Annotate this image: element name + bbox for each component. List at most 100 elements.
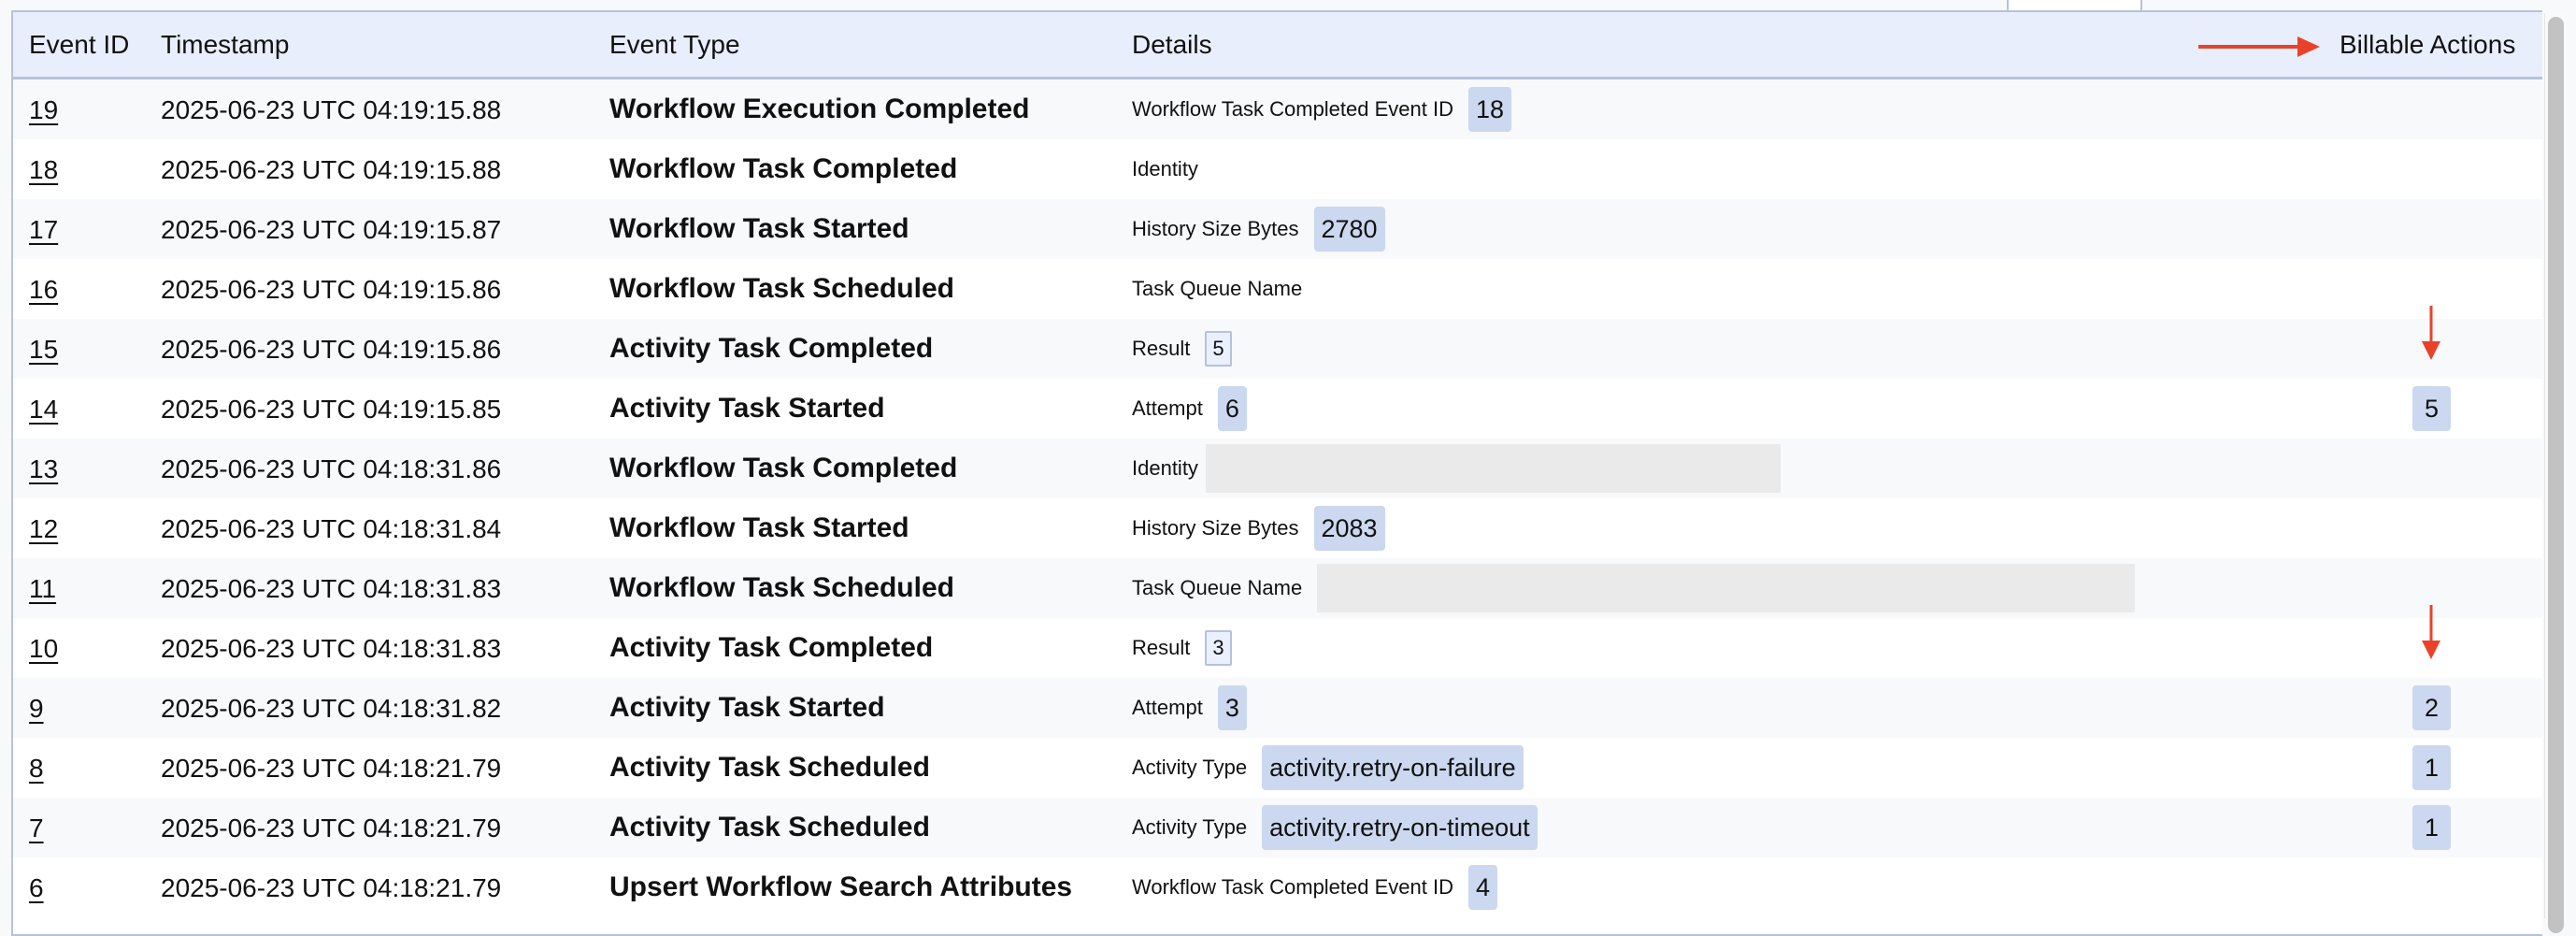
detail-label: Workflow Task Completed Event ID [1132, 97, 1453, 121]
detail-label: Result [1132, 337, 1191, 360]
details-cell: Identity [1132, 439, 1781, 498]
detail-label: Attempt [1132, 696, 1203, 719]
table-row[interactable]: 18 2025-06-23 UTC 04:19:15.88 Workflow Tas… [13, 139, 2542, 199]
event-type: Activity Task Scheduled [609, 752, 930, 783]
event-id-link[interactable]: 11 [29, 574, 57, 603]
event-id-link[interactable]: 10 [29, 634, 59, 663]
event-type: Activity Task Completed [609, 333, 934, 364]
event-type: Workflow Task Started [609, 512, 909, 543]
timestamp: 2025-06-23 UTC 04:18:31.83 [161, 574, 502, 603]
timestamp: 2025-06-23 UTC 04:19:15.88 [161, 95, 502, 124]
billable-actions-count: 1 [2412, 805, 2451, 850]
down-arrow-icon [2422, 605, 2440, 659]
detail-label: History Size Bytes [1132, 217, 1299, 240]
timestamp: 2025-06-23 UTC 04:18:31.86 [161, 454, 502, 483]
event-id-link[interactable]: 18 [29, 155, 59, 184]
details-cell: Result 5 [1132, 319, 1232, 379]
vertical-scrollbar[interactable] [2544, 13, 2567, 933]
detail-value-badge: activity.retry-on-failure [1262, 745, 1524, 790]
detail-label: Task Queue Name [1132, 277, 1303, 300]
event-type: Workflow Execution Completed [609, 94, 1030, 124]
details-cell: Workflow Task Completed Event ID 4 [1132, 857, 1498, 917]
table-row[interactable]: 17 2025-06-23 UTC 04:19:15.87 Workflow Tas… [13, 199, 2542, 259]
event-id-link[interactable]: 19 [29, 95, 59, 124]
event-id-link[interactable]: 15 [29, 335, 59, 364]
event-type: Activity Task Scheduled [609, 812, 930, 842]
detail-label: History Size Bytes [1132, 516, 1299, 540]
billable-actions-count: 5 [2412, 386, 2451, 431]
event-type: Workflow Task Completed [609, 153, 958, 184]
header-event-type[interactable]: Event Type [609, 30, 740, 59]
table-row[interactable]: 19 2025-06-23 UTC 04:19:15.88 Workflow Exe… [13, 79, 2542, 139]
table-row[interactable]: 16 2025-06-23 UTC 04:19:15.86 Workflow Tas… [13, 259, 2542, 319]
top-tab[interactable] [2007, 0, 2142, 12]
table-row[interactable]: 6 2025-06-23 UTC 04:18:21.79 Upsert Workfl… [13, 857, 2542, 917]
event-history-table: Event ID Timestamp Event Type Details Bi… [11, 10, 2542, 936]
event-id-link[interactable]: 16 [29, 275, 59, 304]
event-id-link[interactable]: 9 [29, 694, 44, 723]
detail-result-value[interactable]: 3 [1205, 630, 1232, 666]
event-id-link[interactable]: 6 [29, 873, 44, 902]
detail-value-badge: 2083 [1313, 506, 1385, 551]
table-row[interactable]: 8 2025-06-23 UTC 04:18:21.79 Activity Task… [13, 738, 2542, 798]
event-type: Workflow Task Completed [609, 453, 958, 483]
table-row[interactable]: 12 2025-06-23 UTC 04:18:31.84 Workflow Tas… [13, 498, 2542, 558]
billable-actions-count: 2 [2412, 685, 2451, 730]
table-row[interactable]: 15 2025-06-23 UTC 04:19:15.86 Activity Tas… [13, 306, 2542, 379]
timestamp: 2025-06-23 UTC 04:18:31.84 [161, 514, 502, 543]
event-type: Upsert Workflow Search Attributes [609, 871, 1073, 902]
event-id-link[interactable]: 13 [29, 454, 59, 483]
detail-label: Identity [1132, 157, 1198, 180]
detail-label: Identity [1132, 456, 1198, 480]
timestamp: 2025-06-23 UTC 04:18:21.79 [161, 873, 502, 902]
detail-label: Result [1132, 636, 1191, 659]
event-id-link[interactable]: 17 [29, 215, 59, 244]
event-type: Workflow Task Scheduled [609, 273, 954, 304]
details-cell: Attempt 6 [1132, 379, 1247, 439]
details-cell: Result 3 [1132, 618, 1232, 678]
table-row[interactable]: 13 2025-06-23 UTC 04:18:31.86 Workflow Tas… [13, 439, 2542, 498]
table-header: Event ID Timestamp Event Type Details Bi… [13, 12, 2542, 79]
event-type: Workflow Task Scheduled [609, 572, 954, 603]
details-cell: Identity [1132, 139, 1198, 199]
details-cell: Activity Type activity.retry-on-failure [1132, 738, 1524, 798]
scrollbar-thumb[interactable] [2548, 17, 2564, 933]
header-billable-actions[interactable]: Billable Actions [2340, 30, 2516, 59]
event-type: Activity Task Started [609, 692, 885, 723]
details-cell: Attempt 3 [1132, 678, 1247, 738]
table-row[interactable]: 7 2025-06-23 UTC 04:18:21.79 Activity Task… [13, 798, 2542, 857]
timestamp: 2025-06-23 UTC 04:18:31.83 [161, 634, 502, 663]
header-details[interactable]: Details [1132, 30, 1212, 59]
timestamp: 2025-06-23 UTC 04:19:15.86 [161, 335, 502, 364]
table-row[interactable]: 9 2025-06-23 UTC 04:18:31.82 Activity Task… [13, 678, 2542, 738]
timestamp: 2025-06-23 UTC 04:19:15.86 [161, 275, 502, 304]
details-cell: Workflow Task Completed Event ID 18 [1132, 79, 1512, 139]
right-arrow-icon [2198, 36, 2320, 57]
timestamp: 2025-06-23 UTC 04:18:31.82 [161, 694, 502, 723]
timestamp: 2025-06-23 UTC 04:19:15.87 [161, 215, 502, 244]
detail-label: Task Queue Name [1132, 576, 1303, 599]
header-timestamp[interactable]: Timestamp [161, 30, 290, 59]
details-cell: History Size Bytes 2083 [1132, 498, 1385, 558]
detail-result-value[interactable]: 5 [1205, 331, 1232, 367]
down-arrow-icon [2422, 306, 2440, 360]
event-id-link[interactable]: 12 [29, 514, 59, 543]
detail-value-badge: 4 [1468, 865, 1498, 910]
event-type: Activity Task Completed [609, 632, 934, 663]
event-id-link[interactable]: 14 [29, 395, 59, 424]
detail-value-badge: activity.retry-on-timeout [1262, 805, 1538, 850]
details-cell: Task Queue Name [1132, 558, 2136, 618]
details-cell: History Size Bytes 2780 [1132, 199, 1385, 259]
detail-label: Workflow Task Completed Event ID [1132, 875, 1453, 899]
details-cell: Task Queue Name [1132, 259, 1302, 319]
table-row[interactable]: 11 2025-06-23 UTC 04:18:31.83 Workflow Tas… [13, 558, 2542, 618]
event-id-link[interactable]: 7 [29, 814, 44, 842]
table-row[interactable]: 14 2025-06-23 UTC 04:19:15.85 Activity Tas… [13, 379, 2542, 439]
timestamp: 2025-06-23 UTC 04:19:15.88 [161, 155, 502, 184]
detail-value-badge: 3 [1217, 685, 1247, 730]
header-event-id[interactable]: Event ID [29, 30, 130, 59]
event-id-link[interactable]: 8 [29, 754, 44, 783]
detail-value-badge: 2780 [1313, 207, 1385, 252]
table-row[interactable]: 10 2025-06-23 UTC 04:18:31.83 Activity Tas… [13, 605, 2542, 678]
timestamp: 2025-06-23 UTC 04:19:15.85 [161, 395, 502, 424]
